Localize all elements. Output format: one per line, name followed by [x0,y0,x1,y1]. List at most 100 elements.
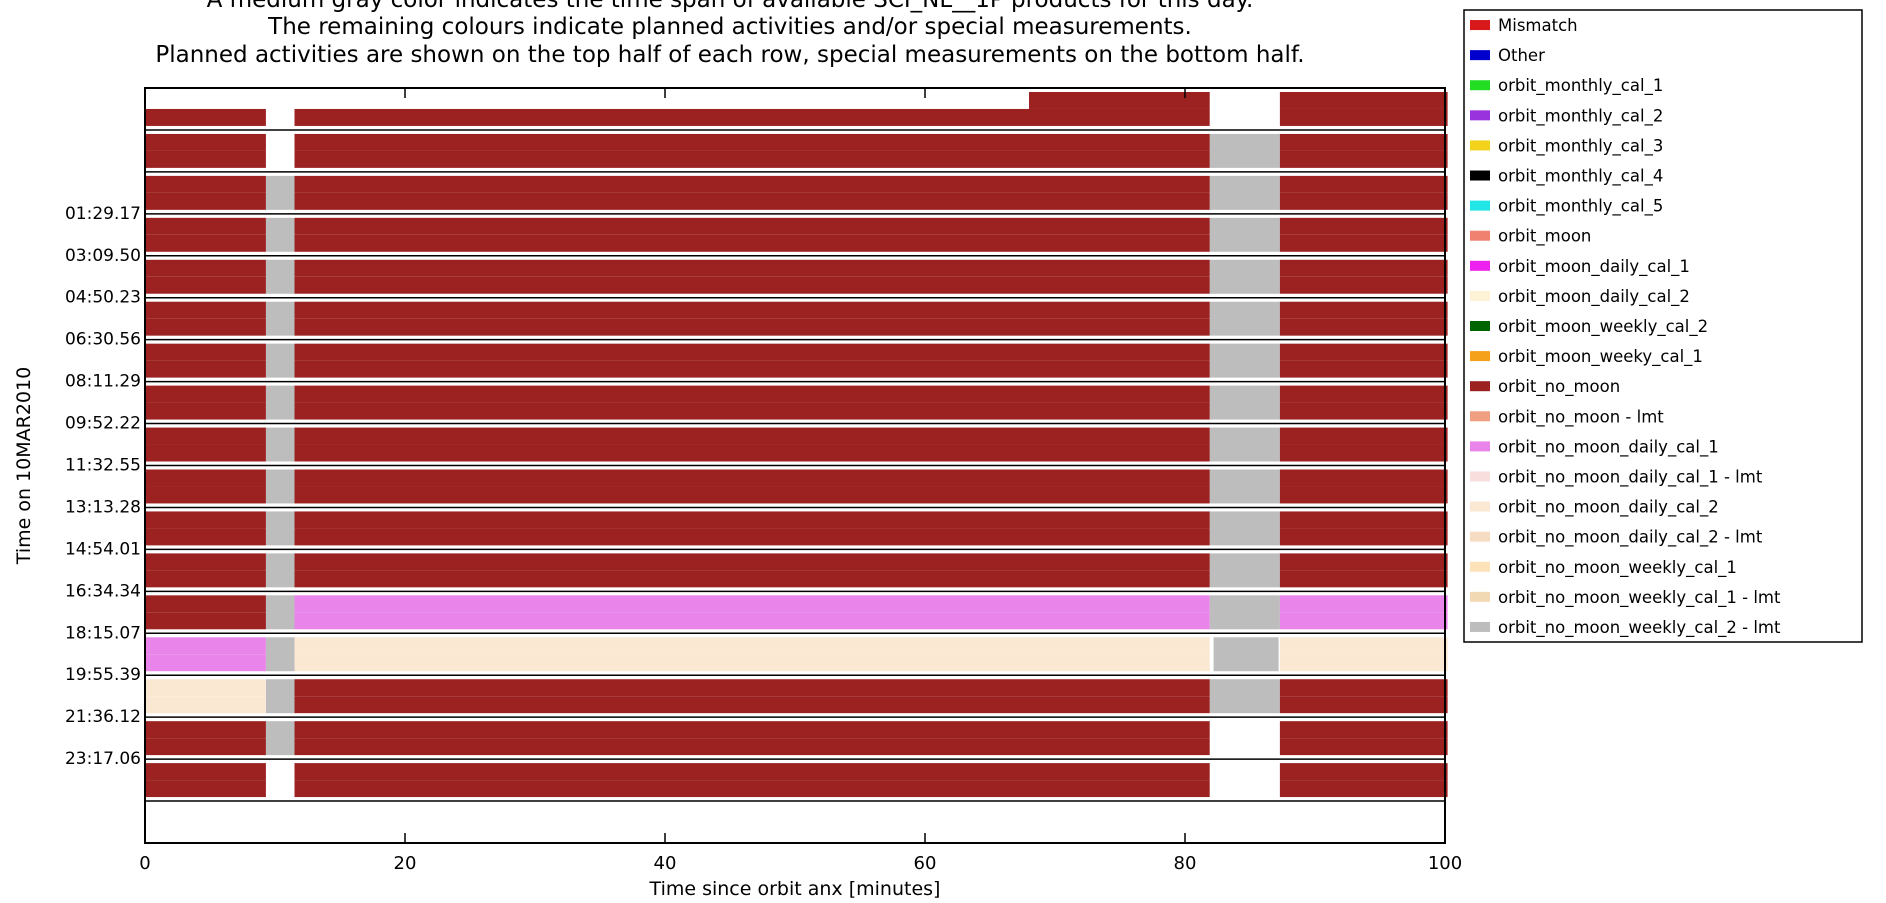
available-data-span [265,217,295,252]
planned-activity-bar [1279,679,1448,697]
legend-label: orbit_no_moon_weekly_cal_2 - lmt [1498,618,1781,638]
planned-activity-bar [1279,637,1448,655]
legend-swatch [1470,411,1490,422]
planned-activity-bar [1279,763,1448,781]
legend-swatch [1470,230,1490,241]
available-data-span [1209,469,1280,504]
planned-activity-bar [294,595,1210,613]
planned-activity-bar [294,385,1210,403]
special-measurement-bar [145,192,266,210]
special-measurement-bar [1279,276,1448,294]
row-time-label: 14:54.01 [65,539,141,559]
available-data-span [265,511,295,546]
special-measurement-bar [294,654,1210,672]
planned-activity-bar [1279,385,1448,403]
special-measurement-bar [1279,486,1448,504]
available-data-span [265,259,295,294]
planned-activity-bar [1279,217,1448,235]
special-measurement-bar [294,738,1210,756]
legend-label: orbit_moon_daily_cal_2 [1498,287,1690,307]
planned-activity-bar [1279,595,1448,613]
available-data-span [1209,301,1280,336]
legend-swatch [1470,50,1490,61]
legend-label: orbit_no_moon [1498,377,1620,397]
planned-activity-bar [145,553,266,571]
planned-activity-bar [145,217,266,235]
special-measurement-bar [145,570,266,588]
available-data-span [265,427,295,462]
legend-label: orbit_monthly_cal_3 [1498,136,1663,156]
legend-swatch [1470,290,1490,301]
planned-activity-bar [145,469,266,487]
planned-activity-bar [145,763,266,781]
x-tick-label: 80 [1174,853,1197,874]
special-measurement-bar [1279,402,1448,420]
legend-swatch [1470,351,1490,362]
special-measurement-bar [294,486,1210,504]
planned-activity-bar [1279,511,1448,529]
available-data-span [1209,175,1280,210]
available-data-span [1213,637,1279,672]
row-time-label: 11:32.55 [65,456,141,476]
planned-activity-bar [1279,721,1448,739]
planned-activity-bar [1029,92,1210,109]
row-time-label: 04:50.23 [65,288,141,308]
special-measurement-bar [145,654,266,672]
available-data-span [1209,511,1280,546]
special-measurement-bar [1279,528,1448,546]
x-tick-label: 0 [139,853,150,874]
legend-label: orbit_moon [1498,227,1591,247]
row-time-label: 01:29.17 [65,204,141,224]
legend-label: orbit_no_moon_daily_cal_2 - lmt [1498,528,1763,548]
planned-activity-bar [145,175,266,193]
available-data-span [1209,679,1280,714]
legend-swatch [1470,441,1490,452]
legend-label: orbit_no_moon - lmt [1498,407,1664,427]
special-measurement-bar [1279,654,1448,672]
planned-activity-bar [294,217,1210,235]
special-measurement-bar [294,402,1210,420]
available-data-span [265,679,295,714]
special-measurement-bar [1279,738,1448,756]
special-measurement-bar [294,780,1210,798]
special-measurement-bar [145,360,266,378]
planned-activity-bar [145,511,266,529]
row-time-label: 03:09.50 [65,246,141,266]
legend-swatch [1470,531,1490,542]
planned-activity-bar [145,343,266,361]
legend-swatch [1470,260,1490,271]
legend-label: orbit_no_moon_weekly_cal_1 - lmt [1498,588,1781,608]
planned-activity-bar [294,175,1210,193]
planned-activity-bar [145,637,266,655]
planned-activity-bar [294,427,1210,445]
special-measurement-bar [1279,612,1448,630]
available-data-span [265,301,295,336]
available-data-span [1209,259,1280,294]
planned-activity-bar [145,679,266,697]
planned-activity-bar [145,721,266,739]
row-time-label: 19:55.39 [65,665,141,685]
special-measurement-bar [145,528,266,546]
special-measurement-bar [294,318,1210,336]
special-measurement-bar [1279,234,1448,252]
legend-swatch [1470,140,1490,151]
legend-label: orbit_monthly_cal_5 [1498,197,1663,217]
y-axis-label: Time on 10MAR2010 [13,367,35,565]
planned-activity-bar [145,427,266,445]
chart-title-line-2: The remaining colours indicate planned a… [268,14,1192,40]
legend: Mismatch Other orbit_monthly_cal_1 orbit_mo… [1463,9,1863,643]
special-measurement-bar [145,108,266,126]
available-data-span [265,469,295,504]
available-data-span [265,385,295,420]
special-measurement-bar [294,528,1210,546]
legend-swatch [1470,501,1490,512]
planned-activity-bar [1279,427,1448,445]
planned-activity-bar [294,511,1210,529]
special-measurement-bar [1279,570,1448,588]
legend-swatch [1470,110,1490,121]
available-data-span [1209,217,1280,252]
row-time-label: 08:11.29 [65,372,141,392]
legend-label: orbit_moon_weekly_cal_2 [1498,317,1708,337]
available-data-span [265,721,295,756]
special-measurement-bar [294,150,1210,168]
